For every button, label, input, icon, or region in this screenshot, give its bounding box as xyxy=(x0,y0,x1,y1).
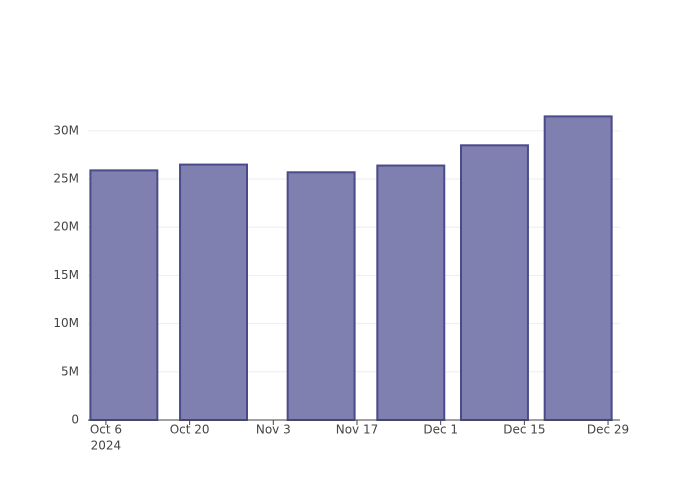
x-tick-label: Dec 15 xyxy=(503,423,545,437)
y-tick-label: 0 xyxy=(71,413,79,427)
y-tick-label: 10M xyxy=(53,316,79,330)
y-tick-label: 25M xyxy=(53,172,79,186)
x-tick-label: Nov 3 xyxy=(256,423,291,437)
x-tick-label: Oct 6 xyxy=(90,423,122,437)
bar xyxy=(286,171,356,421)
bar xyxy=(179,163,249,421)
y-tick-label: 30M xyxy=(53,123,79,137)
x-tick-label: Oct 20 xyxy=(170,423,210,437)
bar xyxy=(459,144,529,421)
y-tick-label: 15M xyxy=(53,268,79,282)
x-year-label: 2024 xyxy=(91,439,122,453)
bar xyxy=(376,164,446,421)
y-tick-label: 5M xyxy=(61,364,79,378)
x-tick-label: Dec 1 xyxy=(423,423,458,437)
y-tick-label: 20M xyxy=(53,220,79,234)
x-tick-label: Dec 29 xyxy=(587,423,629,437)
x-tick-label: Nov 17 xyxy=(336,423,379,437)
bar xyxy=(543,115,613,422)
bar xyxy=(89,169,159,421)
